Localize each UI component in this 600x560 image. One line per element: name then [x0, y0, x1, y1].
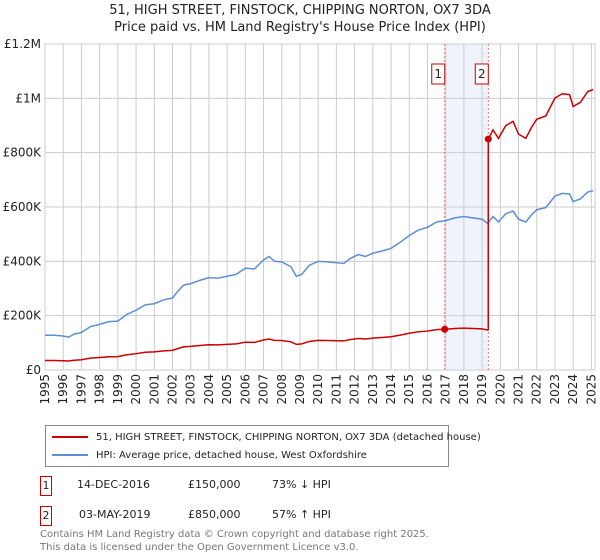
x-tick-label: 1998 — [93, 374, 107, 405]
x-tick-label: 2002 — [165, 374, 179, 405]
sale-delta: 73% ↓ HPI — [272, 478, 331, 491]
y-tick-label: £800K — [3, 146, 43, 160]
x-tick-label: 2007 — [257, 374, 271, 405]
x-tick-label: 2025 — [584, 374, 598, 405]
x-tick-label: 2020 — [493, 374, 507, 405]
sale-date: 03-MAY-2019 — [79, 508, 151, 521]
x-tick-label: 2022 — [530, 374, 544, 405]
x-tick-label: 2008 — [275, 374, 289, 405]
sale-date: 14-DEC-2016 — [77, 478, 151, 491]
x-tick-label: 1995 — [38, 374, 52, 405]
hpi-line — [45, 189, 594, 338]
sale-price: £150,000 — [188, 478, 241, 491]
x-tick-label: 1997 — [74, 374, 88, 405]
x-tick-label: 2021 — [512, 374, 526, 405]
x-tick-label: 2015 — [402, 374, 416, 405]
y-tick-label: £1M — [15, 91, 41, 105]
sale-row-1: 1 14-DEC-2016 £150,000 73% ↓ HPI — [40, 476, 440, 496]
sale-point — [441, 325, 449, 333]
sale-badge: 2 — [40, 506, 52, 526]
legend-property-label: 51, HIGH STREET, FINSTOCK, CHIPPING NORT… — [96, 431, 481, 443]
x-tick-label: 2003 — [184, 374, 198, 405]
x-tick-label: 2017 — [439, 374, 453, 405]
y-tick-label: £1.2M — [4, 37, 41, 51]
x-tick-label: 2001 — [147, 374, 161, 405]
property-price-line — [45, 88, 594, 362]
legend-red-line — [52, 436, 88, 438]
x-tick-label: 2009 — [293, 374, 307, 405]
x-tick-label: 2018 — [457, 374, 471, 405]
x-tick-label: 1999 — [111, 374, 125, 405]
y-tick-label: £0 — [26, 363, 41, 377]
x-tick-label: 2019 — [475, 374, 489, 405]
x-tick-label: 2011 — [329, 374, 343, 405]
legend: 51, HIGH STREET, FINSTOCK, CHIPPING NORT… — [45, 425, 481, 467]
y-tick-label: £200K — [3, 309, 43, 323]
x-tick-label: 2010 — [311, 374, 325, 405]
legend-blue-line — [52, 454, 88, 456]
y-tick-label: £600K — [3, 200, 43, 214]
sale-marker-box — [474, 63, 489, 85]
x-tick-label: 1996 — [56, 374, 70, 405]
x-tick-label: 2000 — [129, 374, 143, 405]
x-tick-label: 2012 — [348, 374, 362, 405]
footer-line-1: Contains HM Land Registry data © Crown c… — [40, 529, 429, 540]
chart-subtitle: Price paid vs. HM Land Registry's House … — [114, 20, 486, 35]
chart-title: 51, HIGH STREET, FINSTOCK, CHIPPING NORT… — [109, 3, 491, 18]
legend-hpi-label: HPI: Average price, detached house, West… — [96, 449, 367, 461]
y-tick-label: £400K — [3, 254, 43, 268]
x-tick-label: 2024 — [566, 374, 580, 405]
sale-row-2: 2 03-MAY-2019 £850,000 57% ↑ HPI — [40, 506, 440, 526]
x-tick-label: 2004 — [202, 374, 216, 405]
x-tick-label: 2006 — [238, 374, 252, 405]
sale-price: £850,000 — [188, 508, 241, 521]
x-tick-label: 2005 — [220, 374, 234, 405]
sale-marker-label: 1 — [434, 67, 442, 81]
x-tick-label: 2023 — [548, 374, 562, 405]
plot-area: 1995 1996 1997 1998 1999 2000 2001 2002 2003 2004… — [3, 37, 599, 405]
plot-border — [44, 43, 596, 371]
x-tick-label: 2016 — [420, 374, 434, 405]
sale-marker-label: 2 — [478, 67, 486, 81]
sale-delta: 57% ↑ HPI — [272, 508, 331, 521]
sale-marker-box — [431, 63, 446, 85]
footer-line-2: This data is licensed under the Open Gov… — [40, 542, 359, 553]
footer: Contains HM Land Registry data © Crown c… — [40, 528, 429, 554]
sale-point — [484, 135, 492, 143]
x-tick-label: 2013 — [366, 374, 380, 405]
x-tick-label: 2014 — [384, 374, 398, 405]
sale-badge: 1 — [40, 476, 52, 496]
